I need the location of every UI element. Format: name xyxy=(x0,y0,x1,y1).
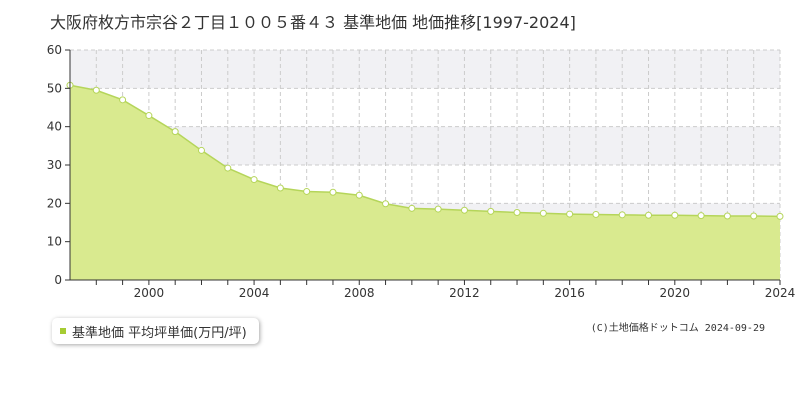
data-point xyxy=(697,212,705,220)
y-tick-label: 60 xyxy=(47,43,62,57)
data-point xyxy=(197,146,205,154)
chart-axes xyxy=(65,49,781,285)
data-point xyxy=(382,200,390,208)
chart-area-layer xyxy=(69,84,781,281)
data-point xyxy=(171,128,179,136)
data-point xyxy=(408,204,416,212)
data-point xyxy=(355,191,363,199)
data-point xyxy=(303,187,311,195)
data-point xyxy=(119,96,127,104)
y-tick-label: 50 xyxy=(47,81,62,95)
x-tick-label: 2008 xyxy=(344,286,375,300)
data-point xyxy=(434,205,442,213)
data-point xyxy=(250,176,258,184)
data-point xyxy=(487,207,495,215)
data-point xyxy=(224,164,232,172)
chart-legend: 基準地価 平均坪単価(万円/坪) xyxy=(52,318,259,344)
data-point xyxy=(329,188,337,196)
x-tick-label: 2020 xyxy=(660,286,691,300)
data-point xyxy=(513,209,521,217)
data-point xyxy=(92,86,100,94)
y-tick-label: 40 xyxy=(47,120,62,134)
y-tick-label: 20 xyxy=(47,196,62,210)
series-area xyxy=(70,85,780,281)
y-tick-label: 0 xyxy=(54,273,62,287)
chart-tick-labels: 0 10 20 30 40 50 60 2000 2004 2008 2012 2016 2020 202… xyxy=(47,43,796,300)
data-point xyxy=(566,210,574,218)
x-tick-label: 2016 xyxy=(554,286,585,300)
y-tick-label: 30 xyxy=(47,158,62,172)
x-tick-label: 2000 xyxy=(134,286,165,300)
data-point xyxy=(592,210,600,218)
data-point xyxy=(539,209,547,217)
x-tick-label: 2012 xyxy=(449,286,480,300)
series-line xyxy=(69,84,781,218)
page-title: 大阪府枚方市宗谷２丁目１００５番４３ 基準地価 地価推移[1997-2024] xyxy=(50,13,576,32)
x-tick-label: 2004 xyxy=(239,286,270,300)
y-tick-label: 10 xyxy=(47,235,62,249)
data-point xyxy=(145,112,153,120)
data-point xyxy=(750,212,758,220)
legend-label: 基準地価 平均坪単価(万円/坪) xyxy=(72,325,247,341)
copyright-credit: (C)土地価格ドットコム 2024-09-29 xyxy=(590,323,765,334)
data-point xyxy=(276,184,284,192)
data-point xyxy=(618,211,626,219)
chart-markers xyxy=(66,81,784,220)
data-point xyxy=(671,211,679,219)
legend-swatch-icon xyxy=(60,328,66,334)
data-point xyxy=(460,206,468,214)
data-point xyxy=(723,212,731,220)
data-point xyxy=(776,212,784,220)
grid-band xyxy=(70,50,780,89)
data-point xyxy=(645,211,653,219)
x-tick-label: 2024 xyxy=(765,286,796,300)
